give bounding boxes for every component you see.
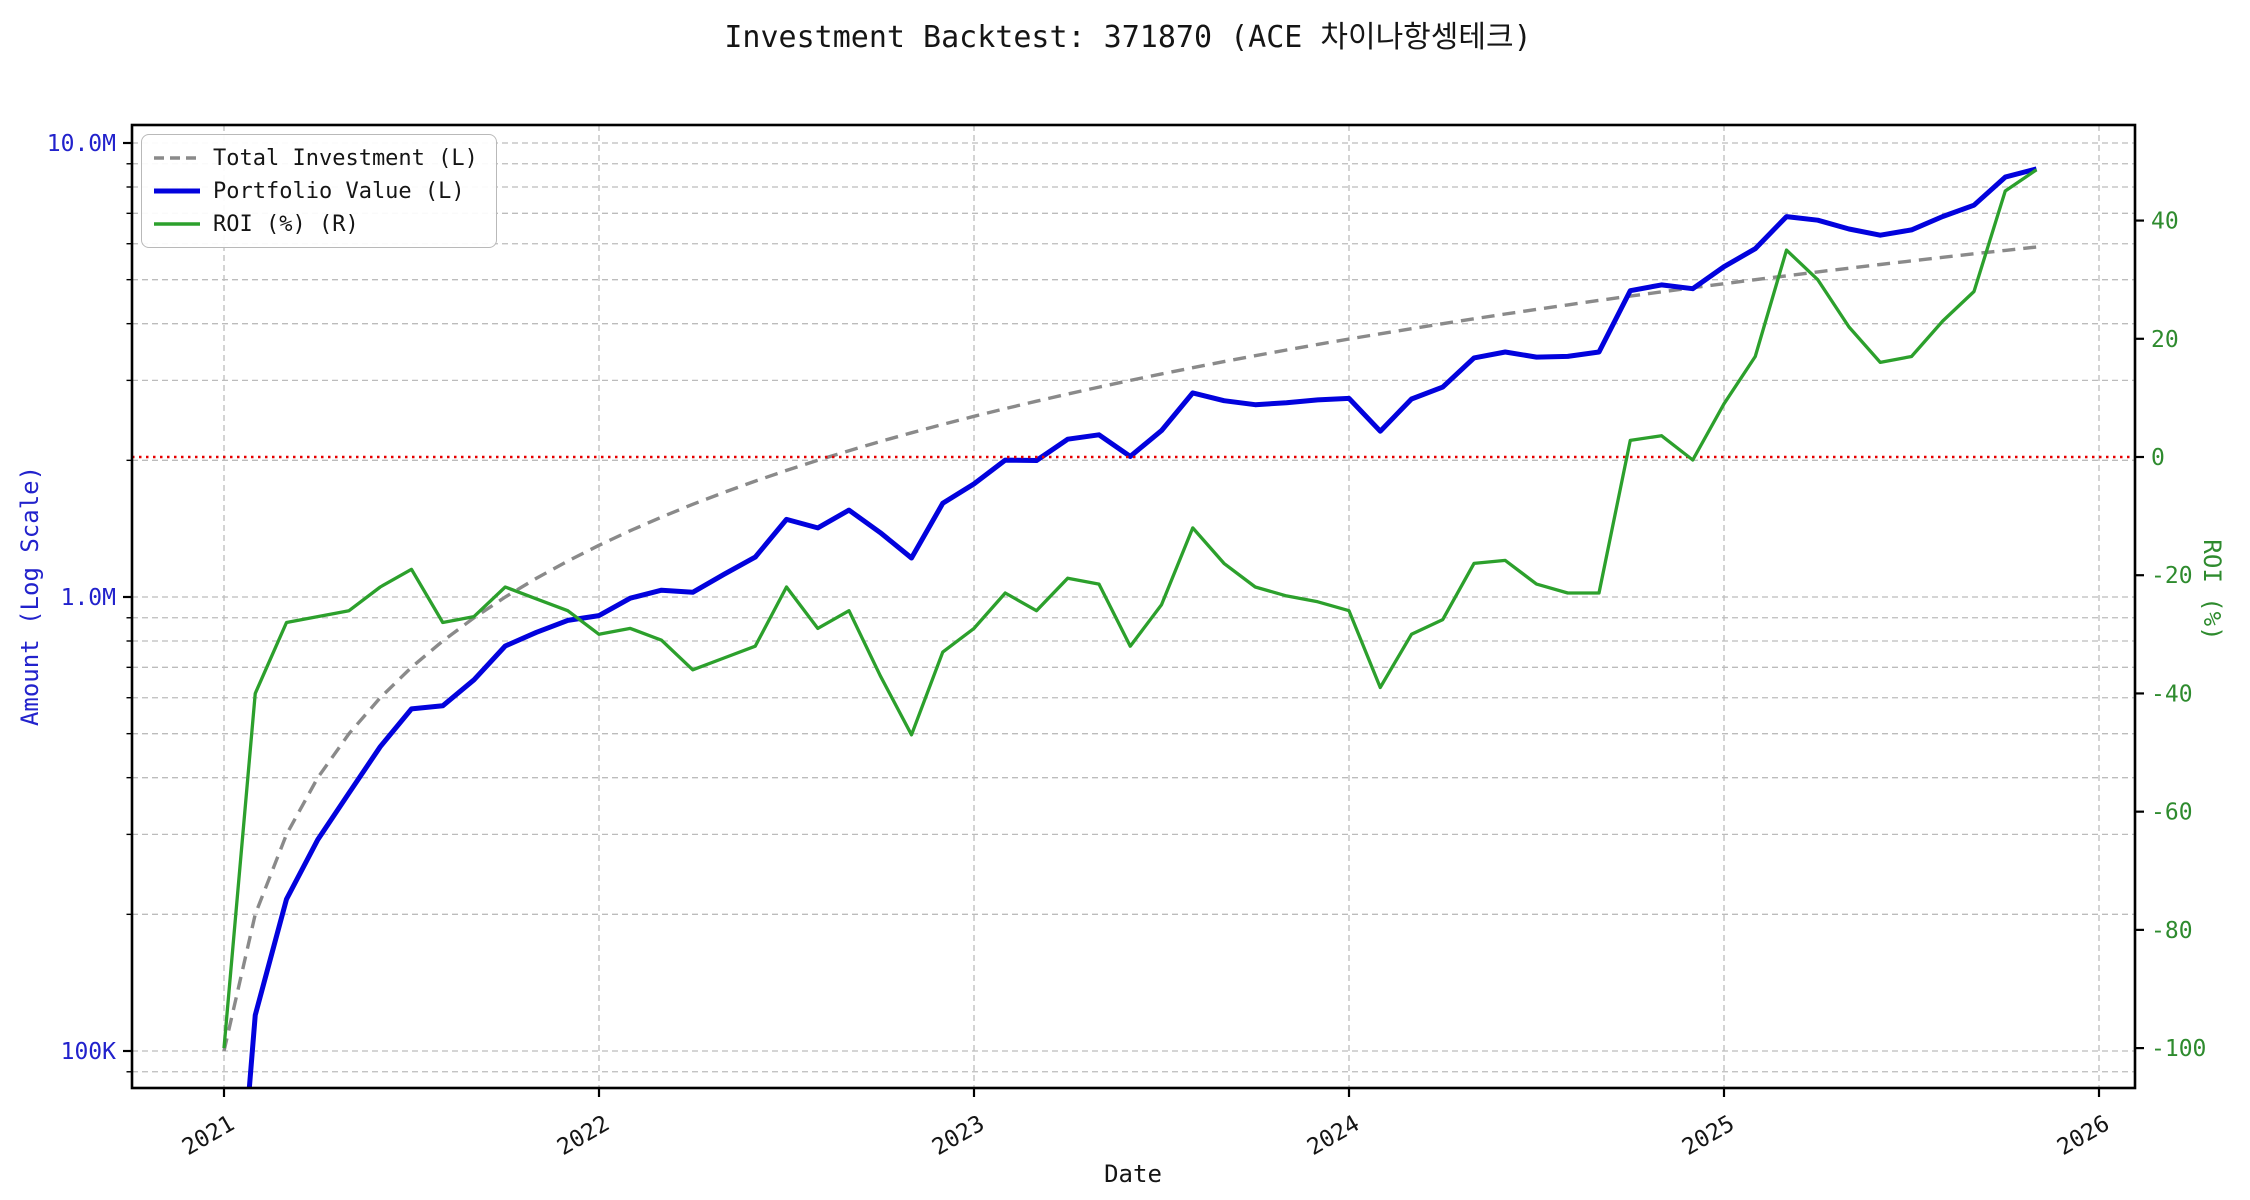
tick-marks: [123, 141, 2144, 1097]
roi-line: [222, 168, 2038, 1049]
left-axis-tick-label: 1.0M: [61, 585, 116, 611]
x-axis-label: Date: [1104, 1160, 1162, 1188]
legend-label: Total Investment (L): [213, 145, 478, 171]
right-axis-tick-label: -40: [2151, 681, 2193, 707]
legend-item-roi: ROI (%) (R): [154, 209, 478, 239]
portfolio-value-line: [246, 166, 2038, 1088]
chart-title: Investment Backtest: 371870 (ACE 차이나항셍테크…: [724, 20, 1532, 55]
right-axis-label: ROI (%): [2198, 539, 2226, 641]
right-axis-tick-label: 20: [2151, 327, 2179, 353]
plot-border: [130, 123, 2137, 1090]
x-axis-tick-label: 2021: [178, 1111, 239, 1161]
tick-labels: 100K 1.0M 10.0M 40 20 0 -20 -40 -60 -80 -100 2021 20…: [47, 131, 2207, 1161]
dashed-line-sample-icon: [154, 156, 200, 160]
x-axis-tick-label: 2026: [2053, 1111, 2114, 1161]
x-axis-tick-label: 2025: [1678, 1111, 1739, 1161]
legend-item-portfolio-value: Portfolio Value (L): [154, 176, 478, 206]
legend-label: ROI (%) (R): [213, 211, 359, 237]
left-axis-tick-label: 10.0M: [47, 131, 116, 157]
right-axis-tick-label: -20: [2151, 563, 2193, 589]
x-axis-tick-label: 2024: [1303, 1111, 1364, 1161]
right-axis-tick-label: -80: [2151, 918, 2193, 944]
right-axis-tick-label: 40: [2151, 209, 2179, 235]
x-axis-tick-label: 2023: [928, 1111, 989, 1161]
left-axis-tick-label: 100K: [61, 1039, 117, 1065]
right-axis-tick-label: 0: [2151, 445, 2165, 471]
total-investment-line: [222, 245, 2037, 1052]
legend-label: Portfolio Value (L): [213, 178, 465, 204]
x-axis-tick-label: 2022: [553, 1111, 614, 1161]
solid-line-sample-icon: [154, 222, 200, 226]
solid-line-sample-icon: [154, 188, 200, 194]
right-axis-tick-label: -60: [2151, 800, 2193, 826]
right-axis-tick-label: -100: [2151, 1036, 2206, 1062]
left-axis-label: Amount (Log Scale): [16, 465, 44, 727]
legend-item-total-investment: Total Investment (L): [154, 143, 478, 173]
legend: Total Investment (L) Portfolio Value (L)…: [141, 134, 497, 248]
